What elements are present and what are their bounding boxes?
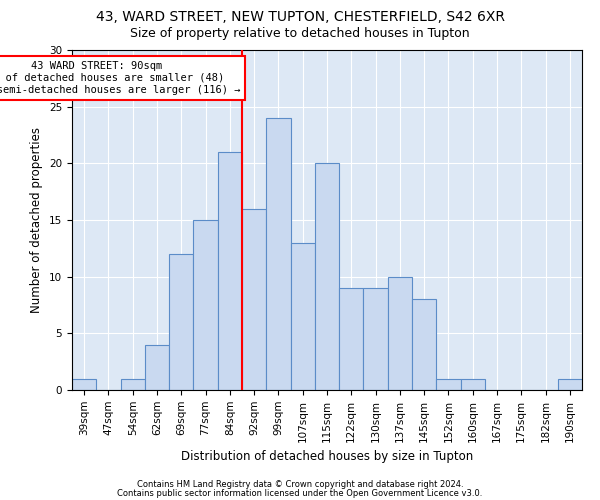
Text: 43, WARD STREET, NEW TUPTON, CHESTERFIELD, S42 6XR: 43, WARD STREET, NEW TUPTON, CHESTERFIEL… [95,10,505,24]
Bar [364,288,388,390]
Text: Size of property relative to detached houses in Tupton: Size of property relative to detached ho… [130,28,470,40]
Bar [461,378,485,390]
Bar [412,300,436,390]
Bar [339,288,364,390]
Bar [266,118,290,390]
Bar [193,220,218,390]
Bar [145,344,169,390]
Bar [388,276,412,390]
X-axis label: Distribution of detached houses by size in Tupton: Distribution of detached houses by size … [181,450,473,463]
Bar [315,164,339,390]
Bar [558,378,582,390]
Text: 43 WARD STREET: 90sqm
← 29% of detached houses are smaller (48)
70% of semi-deta: 43 WARD STREET: 90sqm ← 29% of detached … [0,62,240,94]
Bar [436,378,461,390]
Bar [72,378,96,390]
Bar [121,378,145,390]
Text: Contains HM Land Registry data © Crown copyright and database right 2024.: Contains HM Land Registry data © Crown c… [137,480,463,489]
Bar [218,152,242,390]
Bar [169,254,193,390]
Y-axis label: Number of detached properties: Number of detached properties [31,127,43,313]
Text: Contains public sector information licensed under the Open Government Licence v3: Contains public sector information licen… [118,488,482,498]
Bar [290,242,315,390]
Bar [242,208,266,390]
